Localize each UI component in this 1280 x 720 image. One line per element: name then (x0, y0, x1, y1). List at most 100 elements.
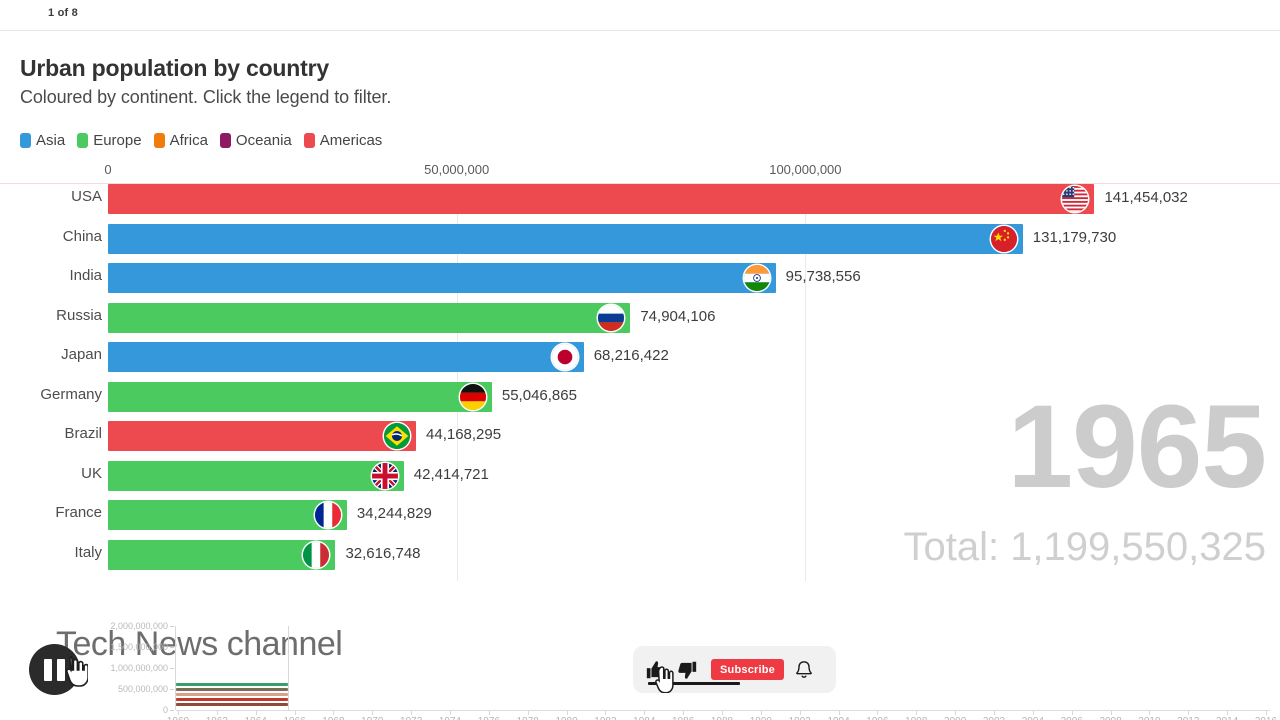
timeline-x-tick-label[interactable]: 1968 (322, 716, 344, 720)
legend-item-asia[interactable]: Asia (20, 132, 65, 149)
bar-row[interactable]: Japan 68,216,422 (0, 342, 1280, 372)
timeline-x-tick (1071, 711, 1073, 715)
timeline-handle-right[interactable] (288, 626, 289, 710)
bar-row[interactable]: USA 141,454,032 (0, 184, 1280, 214)
legend-item-label: Africa (169, 132, 208, 149)
timeline-x-tick-label[interactable]: 1970 (361, 716, 383, 720)
bar-plot: USA 141,454,032 China 131,179,730 India 95… (0, 184, 1280, 584)
chart-title: Urban population by country (20, 55, 329, 81)
bar[interactable] (108, 263, 776, 293)
legend-item-label: Oceania (235, 132, 292, 149)
bar[interactable] (108, 421, 417, 451)
timeline-x-tick-label[interactable]: 1972 (400, 716, 422, 720)
legend-item-oceania[interactable]: Oceania (219, 132, 292, 149)
bar-row[interactable]: China 131,179,730 (0, 223, 1280, 254)
timeline-x-tick-label[interactable]: 2006 (1061, 716, 1083, 720)
legend-item-africa[interactable]: Africa (153, 132, 208, 149)
legend-item-label: Asia (36, 132, 66, 149)
bar[interactable] (108, 381, 492, 412)
timeline-sparklines (176, 626, 1270, 710)
timeline-x-tick (916, 711, 918, 715)
bar-row[interactable]: India 95,738,556 (0, 263, 1280, 293)
like-button-underline (648, 682, 740, 685)
bar-row[interactable]: France 34,244,829 (0, 500, 1280, 530)
bar[interactable] (108, 539, 336, 570)
bar-row[interactable]: UK 42,414,721 (0, 460, 1280, 491)
timeline-y-tick (170, 668, 174, 669)
timeline-x-tick-label[interactable]: 1996 (866, 716, 888, 720)
timeline-handle-left[interactable] (175, 626, 176, 710)
continent-legend[interactable]: Asia Europe Africa Oceania Americas (20, 132, 382, 149)
timeline-x-tick-label[interactable]: 1984 (633, 716, 655, 720)
timeline-x-tick-label[interactable]: 1966 (283, 716, 305, 720)
legend-swatch-icon (219, 133, 231, 148)
bar-value-label: 32,616,748 (345, 544, 421, 562)
timeline-x-tick-label[interactable]: 2016 (1255, 716, 1277, 720)
bar-row[interactable]: Italy 32,616,748 (0, 539, 1280, 570)
timeline-x-tick-label[interactable]: 1976 (478, 716, 500, 720)
timeline-x-tick-label[interactable]: 1986 (672, 716, 694, 720)
bar[interactable] (108, 460, 404, 491)
x-axis-tick-labels: 0 50,000,000 100,000,000 (0, 162, 1280, 182)
timeline-x-tick-label[interactable]: 2002 (983, 716, 1005, 720)
timeline-x-tick-label[interactable]: 1994 (827, 716, 849, 720)
timeline-x-tick (333, 711, 335, 715)
bar-category-label: France (55, 504, 102, 521)
bar-category-label: Germany (40, 385, 102, 403)
legend-item-americas[interactable]: Americas (303, 132, 382, 149)
timeline-x-tick-label[interactable]: 2004 (1022, 716, 1044, 720)
pause-bar-left (44, 658, 52, 681)
country-flag-icon (384, 423, 411, 449)
timeline-x-tick-label[interactable]: 1964 (245, 716, 267, 720)
timeline-y-tick-label: 1,500,000,000 (110, 642, 168, 652)
timeline-x-tick-label[interactable]: 1978 (517, 716, 539, 720)
bar[interactable] (108, 184, 1095, 214)
timeline-y-tick (170, 710, 174, 711)
bar-row[interactable]: Russia 74,904,106 (0, 302, 1280, 333)
timeline-x-tick-label[interactable]: 1960 (167, 716, 189, 720)
timeline-x-tick (255, 711, 257, 715)
timeline-x-tick-label[interactable]: 1988 (711, 716, 733, 720)
timeline-y-tick (170, 689, 174, 690)
chart-subtitle: Coloured by continent. Click the legend … (20, 87, 392, 107)
x-axis-tick-label: 50,000,000 (424, 162, 490, 177)
notification-bell-icon[interactable] (793, 659, 815, 681)
timeline-x-tick-label[interactable]: 2014 (1216, 716, 1238, 720)
bar-category-label: Brazil (64, 425, 102, 442)
timeline-x-tick (294, 711, 296, 715)
bar-value-label: 131,179,730 (1032, 228, 1117, 246)
bar[interactable] (108, 223, 1023, 254)
subscribe-button[interactable]: Subscribe (711, 659, 784, 680)
chart-frame: Urban population by country Coloured by … (0, 31, 1280, 720)
timeline-x-tick-label[interactable]: 1992 (789, 716, 811, 720)
bar[interactable] (108, 342, 584, 372)
timeline-x-tick-label[interactable]: 2008 (1099, 716, 1121, 720)
timeline-x-tick-label[interactable]: 1998 (905, 716, 927, 720)
bar[interactable] (108, 500, 347, 530)
timeline-x-tick (877, 711, 879, 715)
bar-row[interactable]: Brazil 44,168,295 (0, 421, 1280, 451)
timeline-x-tick-label[interactable]: 1974 (439, 716, 461, 720)
thumbs-down-icon[interactable] (676, 659, 698, 681)
total-display: Total: 1,199,550,325 (903, 525, 1266, 569)
timeline-x-tick-label[interactable]: 2010 (1138, 716, 1160, 720)
bar[interactable] (108, 302, 631, 333)
bar-value-label: 42,414,721 (413, 465, 489, 483)
bar-category-label: Italy (74, 543, 102, 561)
bar-category-label: UK (81, 464, 102, 482)
timeline-x-tick-label[interactable]: 1962 (206, 716, 228, 720)
timeline-y-tick-label: 2,000,000,000 (110, 621, 168, 631)
timeline-x-tick-label[interactable]: 2000 (944, 716, 966, 720)
timeline-x-tick-label[interactable]: 1990 (750, 716, 772, 720)
timeline-scrubber[interactable]: 2,000,000,000 1,500,000,000 1,000,000,000 5… (0, 616, 1280, 720)
timeline-y-axis: 2,000,000,000 1,500,000,000 1,000,000,000 5… (0, 616, 176, 715)
timeline-x-tick-label[interactable]: 1982 (594, 716, 616, 720)
bar-value-label: 68,216,422 (593, 347, 669, 364)
timeline-x-tick-label[interactable]: 2012 (1177, 716, 1199, 720)
timeline-x-tick-label[interactable]: 1980 (555, 716, 577, 720)
timeline-y-tick-label: 0 (162, 705, 168, 715)
bar-category-label: China (62, 227, 102, 245)
legend-item-europe[interactable]: Europe (77, 132, 142, 149)
bar-row[interactable]: Germany 55,046,865 (0, 381, 1280, 412)
